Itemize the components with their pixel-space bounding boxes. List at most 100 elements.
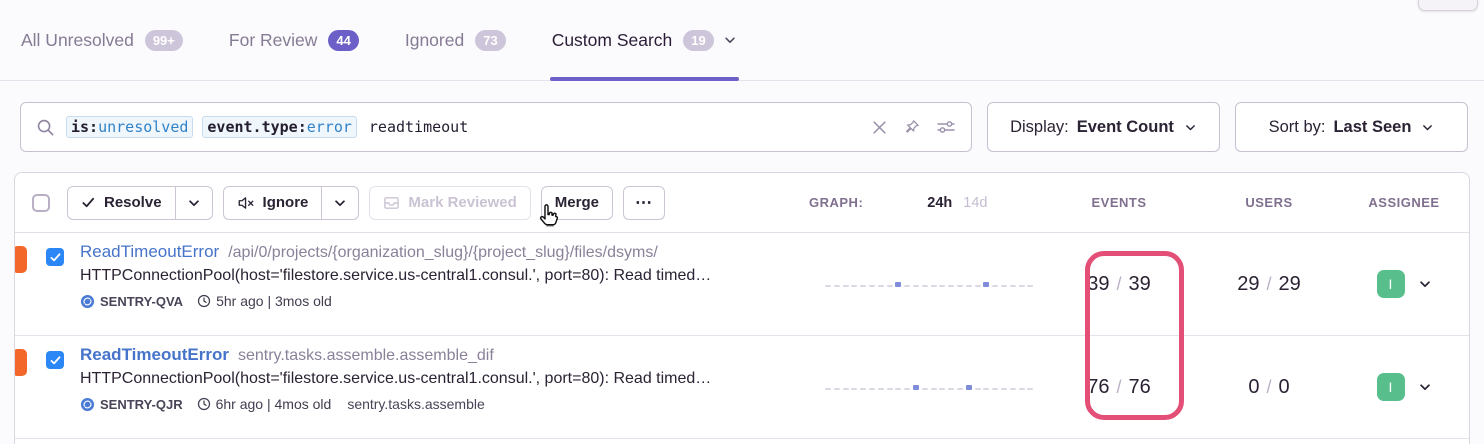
issue-culprit: /api/0/projects/{organization_slug}/{pro… <box>228 244 658 261</box>
tab-label: All Unresolved <box>21 29 134 50</box>
search-actions <box>871 118 956 136</box>
issue-message: HTTPConnectionPool(host='filestore.servi… <box>80 370 712 387</box>
events-cell: 76/76 <box>1087 375 1151 398</box>
issue-title-link[interactable]: ReadTimeoutError <box>80 242 220 261</box>
issue-summary: ReadTimeoutError/api/0/projects/{organiz… <box>64 233 769 335</box>
assignee-cell: I <box>1339 233 1469 335</box>
tab-label: For Review <box>228 29 318 50</box>
sort-dropdown[interactable]: Sort by: Last Seen <box>1235 102 1468 152</box>
events-cell: 39/39 <box>1087 272 1151 295</box>
issue-culprit: sentry.tasks.assemble.assemble_dif <box>237 347 494 364</box>
tab-count-badge: 44 <box>328 29 359 51</box>
chevron-down-icon <box>187 196 201 210</box>
issue-summary: ReadTimeoutError sentry.tasks.assemble.as… <box>64 336 769 438</box>
tab-custom-search[interactable]: Custom Search 19 <box>549 0 739 81</box>
bulk-actions: Resolve Ignore <box>32 185 769 220</box>
graph-range-24h[interactable]: 24h <box>927 194 953 211</box>
project-badge[interactable]: SENTRY-QJR <box>80 397 183 412</box>
issue-graph <box>769 336 1039 438</box>
clear-search-icon[interactable] <box>871 119 888 136</box>
ignore-button[interactable]: Ignore <box>222 185 323 220</box>
error-level-indicator <box>15 246 27 273</box>
filter-row: is:unresolved event.type:error readtimeo… <box>20 102 1468 152</box>
search-token-event-type[interactable]: event.type:error <box>202 116 357 138</box>
assignee-dropdown[interactable]: I <box>1376 373 1432 401</box>
users-cell: 29/29 <box>1237 272 1301 295</box>
assignee-avatar: I <box>1376 373 1405 401</box>
events-column-header: EVENTS <box>1091 195 1147 210</box>
tab-label: Custom Search <box>551 29 673 50</box>
chevron-down-icon <box>1418 380 1432 394</box>
display-label: Display: <box>1010 117 1069 136</box>
search-token-status[interactable]: is:unresolved <box>66 116 194 138</box>
issue-row: ReadTimeoutError sentry.tasks.assemble.as… <box>15 336 1469 439</box>
chevron-down-icon <box>723 33 737 47</box>
chevron-down-icon <box>1184 121 1197 134</box>
issue-list-panel: Resolve Ignore <box>14 172 1470 444</box>
assignee-cell: I <box>1339 336 1469 438</box>
merge-button[interactable]: Merge <box>540 185 613 220</box>
pin-search-icon[interactable] <box>903 118 921 136</box>
assignee-dropdown[interactable]: I <box>1376 270 1432 298</box>
check-icon <box>81 195 96 210</box>
error-level-indicator <box>15 349 27 376</box>
cropped-top-button <box>1418 0 1478 11</box>
sort-label: Sort by: <box>1268 117 1326 136</box>
issue-age: 6hr ago | 4mos old <box>197 396 331 412</box>
select-all-checkbox[interactable] <box>32 193 50 212</box>
clock-icon <box>197 397 211 411</box>
tab-ignored[interactable]: Ignored 73 <box>405 0 506 80</box>
resolve-dropdown-button[interactable] <box>174 185 213 220</box>
sort-value: Last Seen <box>1333 117 1412 136</box>
users-cell: 0/0 <box>1248 375 1290 398</box>
clock-icon <box>197 294 211 308</box>
chevron-down-icon <box>1418 277 1432 291</box>
tab-count-badge: 19 <box>683 29 714 51</box>
issue-title-link[interactable]: ReadTimeoutError <box>80 345 229 364</box>
display-dropdown[interactable]: Display: Event Count <box>987 102 1220 152</box>
issue-age: 5hr ago | 3mos old <box>197 293 332 309</box>
row-checkbox-checked[interactable] <box>46 248 64 266</box>
issue-message: HTTPConnectionPool(host='filestore.servi… <box>80 267 712 284</box>
search-icon <box>36 118 55 137</box>
issue-meta: SENTRY-QJR 6hr ago | 4mos old sentry.tas… <box>80 396 761 412</box>
sparkline-24h <box>769 384 1034 390</box>
tab-count-badge: 73 <box>475 29 506 51</box>
search-free-text[interactable]: readtimeout <box>368 118 469 136</box>
ellipsis-icon: ⋯ <box>634 192 653 212</box>
project-badge[interactable]: SENTRY-QVA <box>80 294 183 309</box>
issue-extra-tag: sentry.tasks.assemble <box>347 396 485 412</box>
sentry-project-icon <box>80 294 95 309</box>
more-actions-button[interactable]: ⋯ <box>622 185 665 220</box>
resolve-button[interactable]: Resolve <box>67 185 176 220</box>
chevron-down-icon <box>1421 121 1434 134</box>
tab-for-review[interactable]: For Review 44 <box>229 0 359 80</box>
resolve-button-group: Resolve <box>67 185 213 220</box>
assignee-avatar: I <box>1376 270 1405 298</box>
tab-label: Ignored <box>404 29 465 50</box>
search-input[interactable]: is:unresolved event.type:error readtimeo… <box>20 102 972 152</box>
users-column-header: USERS <box>1245 195 1293 210</box>
ignore-button-group: Ignore <box>222 185 360 220</box>
archive-icon <box>383 195 400 211</box>
tab-count-badge: 99+ <box>144 29 183 51</box>
row-checkbox-checked[interactable] <box>46 351 64 369</box>
mute-icon <box>237 195 255 211</box>
issue-list-toolbar: Resolve Ignore <box>15 173 1469 233</box>
assignee-column-header: ASSIGNEE <box>1368 195 1440 210</box>
issue-meta: SENTRY-QVA 5hr ago | 3mos old <box>80 293 761 309</box>
issue-graph <box>769 233 1039 335</box>
issue-stream-tabs: All Unresolved 99+ For Review 44 Ignored… <box>0 0 1484 81</box>
graph-header-label: GRAPH: <box>809 194 864 210</box>
tab-all-unresolved[interactable]: All Unresolved 99+ <box>21 0 183 80</box>
mark-reviewed-button[interactable]: Mark Reviewed <box>369 185 531 220</box>
issue-row: ReadTimeoutError/api/0/projects/{organiz… <box>15 233 1469 336</box>
graph-range-14d[interactable]: 14d <box>963 194 988 211</box>
sparkline-24h <box>769 281 1034 287</box>
graph-column-header: GRAPH: 24h 14d <box>769 195 1039 211</box>
ignore-dropdown-button[interactable] <box>321 185 360 220</box>
filter-sliders-icon[interactable] <box>936 118 956 136</box>
display-value: Event Count <box>1076 117 1174 136</box>
sentry-project-icon <box>80 397 95 412</box>
chevron-down-icon <box>333 196 347 210</box>
